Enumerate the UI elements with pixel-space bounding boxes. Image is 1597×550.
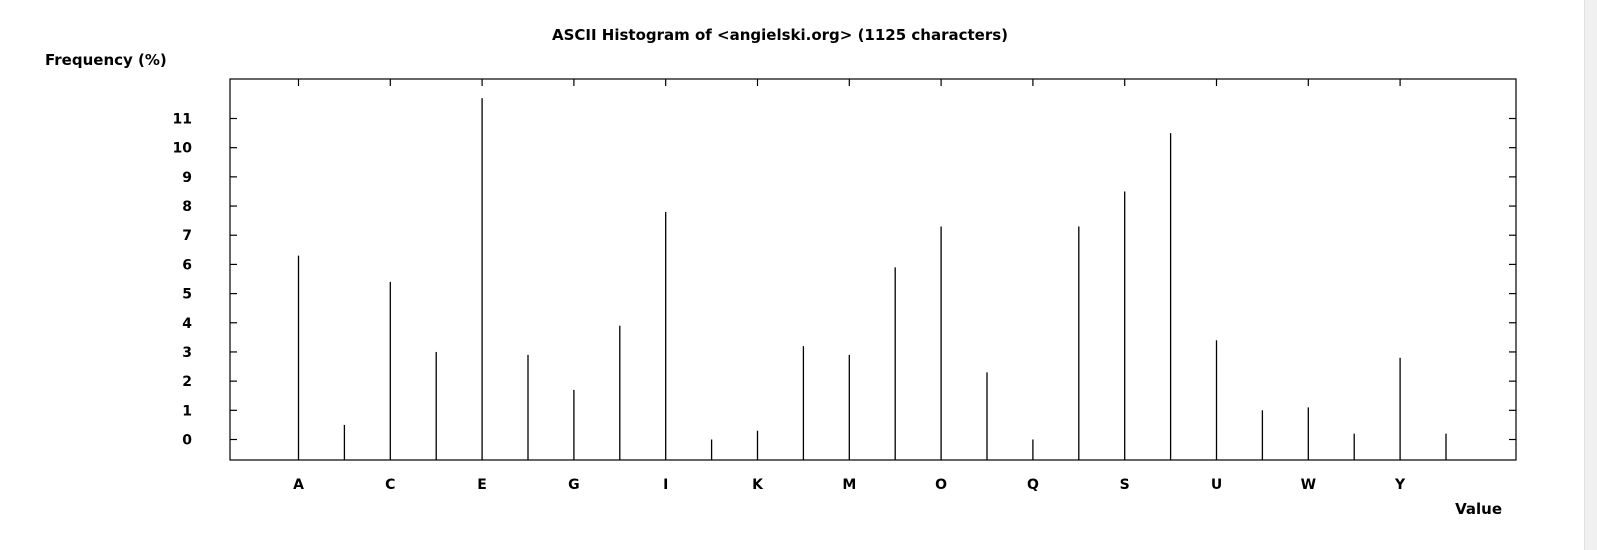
y-tick-label-1: 1 [182,403,192,419]
x-tick-label-E: E [477,477,487,493]
y-tick-label-10: 10 [173,141,193,157]
y-tick-label-8: 8 [182,199,192,215]
x-tick-label-O: O [935,477,947,493]
y-tick-label-6: 6 [182,257,192,273]
y-tick-label-7: 7 [182,228,192,244]
y-tick-label-9: 9 [182,170,192,186]
x-tick-label-I: I [663,477,668,493]
x-tick-label-A: A [293,477,304,493]
x-tick-label-Q: Q [1027,477,1039,493]
x-tick-label-C: C [385,477,395,493]
x-tick-label-U: U [1211,477,1222,493]
x-tick-label-M: M [842,477,856,493]
y-tick-label-5: 5 [182,287,192,303]
y-tick-label-11: 11 [173,112,192,128]
y-tick-label-3: 3 [182,345,192,361]
x-tick-label-W: W [1301,477,1316,493]
y-axis-ticks: 0 1 2 3 4 5 6 7 8 9 10 11 [173,112,1516,449]
histogram-bars [297,98,1447,460]
chart-title: ASCII Histogram of <angielski.org> (1125… [552,26,1008,44]
vertical-scrollbar[interactable] [1584,0,1597,550]
x-tick-label-K: K [752,477,764,493]
y-axis-label: Frequency (%) [45,51,167,69]
x-tick-label-G: G [568,477,580,493]
x-tick-label-S: S [1120,477,1130,493]
x-axis-label: Value [1455,500,1502,518]
y-tick-label-4: 4 [182,316,192,332]
plot-area-frame [229,78,1517,461]
x-tick-label-Y: Y [1394,477,1406,493]
y-tick-label-0: 0 [182,433,192,449]
y-tick-label-2: 2 [182,374,192,390]
